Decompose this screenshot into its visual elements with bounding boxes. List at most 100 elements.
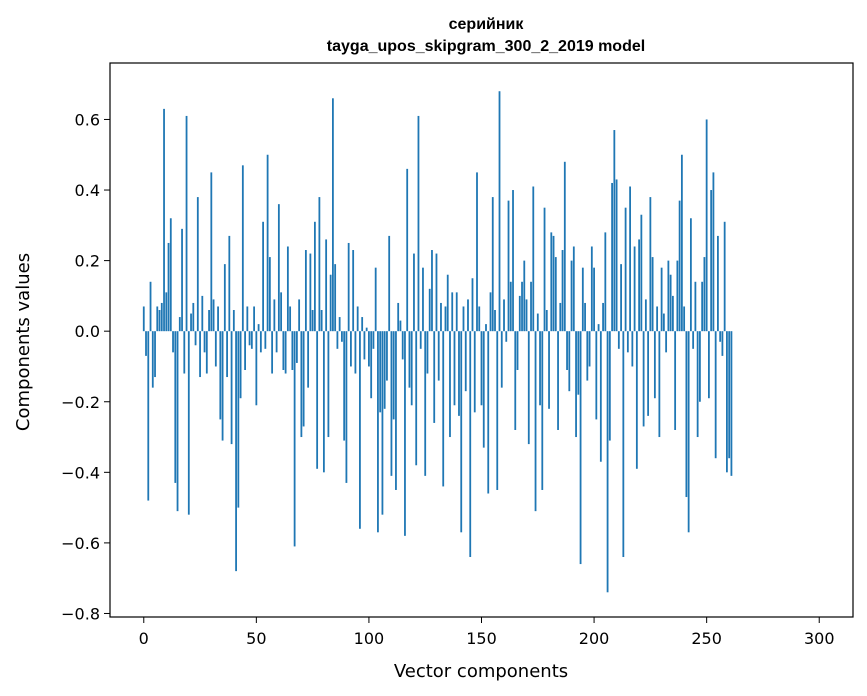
- bar-213: [622, 331, 625, 558]
- bar-100: [368, 331, 370, 367]
- bar-216: [629, 186, 631, 332]
- bar-61: [280, 292, 283, 332]
- bar-86: [336, 331, 339, 349]
- bar-90: [345, 331, 348, 483]
- bar-74: [309, 253, 312, 332]
- bar-119: [410, 331, 413, 406]
- bar-158: [498, 91, 501, 332]
- bar-185: [559, 302, 562, 332]
- chart-title-line2: tayga_upos_skipgram_300_2_2019 model: [327, 38, 645, 55]
- bar-102: [372, 331, 375, 349]
- bar-125: [424, 331, 427, 476]
- bar-159: [500, 331, 503, 388]
- bar-214: [624, 207, 627, 332]
- bar-167: [518, 295, 521, 332]
- bar-142: [462, 306, 465, 332]
- bar-223: [644, 299, 647, 332]
- y-axis-ticks: 0.6 0.4 0.2 0.0 −0.2 −0.4 −0.6 −0.8: [61, 110, 110, 623]
- bar-82: [327, 331, 330, 438]
- bar-49: [253, 306, 255, 332]
- bar-110: [390, 331, 393, 476]
- bar-208: [611, 182, 613, 332]
- y-tick-label-4: −0.2: [61, 393, 100, 412]
- bar-247: [699, 331, 701, 402]
- bar-122: [417, 115, 420, 332]
- bar-245: [694, 281, 697, 332]
- bar-109: [388, 235, 391, 332]
- x-axis-label: Vector components: [394, 661, 568, 682]
- bar-233: [667, 260, 670, 332]
- bar-218: [633, 246, 636, 332]
- bar-188: [566, 331, 568, 370]
- bar-212: [620, 264, 622, 332]
- bar-133: [442, 331, 445, 487]
- bar-221: [640, 214, 643, 332]
- bar-65: [289, 306, 292, 332]
- bar-97: [361, 317, 364, 332]
- bar-249: [703, 257, 706, 332]
- bar-190: [570, 260, 573, 332]
- bar-139: [455, 292, 458, 332]
- x-tick-label-250: 250: [691, 629, 722, 648]
- bar-57: [271, 331, 274, 374]
- bar-27: [203, 331, 206, 353]
- bar-166: [516, 331, 519, 370]
- bar-118: [408, 331, 411, 388]
- bar-88: [341, 331, 343, 342]
- bar-261: [730, 331, 733, 476]
- bar-176: [539, 331, 541, 406]
- bar-181: [550, 232, 553, 332]
- bar-217: [631, 331, 634, 367]
- bar-137: [451, 292, 454, 332]
- bar-243: [689, 218, 692, 332]
- bar-209: [613, 130, 616, 332]
- bar-253: [712, 172, 715, 332]
- bar-87: [338, 317, 341, 332]
- bar-5: [154, 331, 156, 378]
- bar-114: [399, 320, 402, 332]
- bar-174: [534, 331, 537, 512]
- bar-182: [552, 235, 555, 332]
- bar-76: [313, 221, 316, 332]
- bar-113: [397, 302, 400, 332]
- bar-154: [489, 292, 492, 332]
- bar-257: [721, 331, 724, 356]
- bar-138: [453, 331, 456, 406]
- bar-195: [581, 267, 584, 332]
- bar-222: [642, 331, 645, 427]
- bar-180: [548, 331, 550, 409]
- bar-130: [435, 253, 438, 332]
- bar-196: [584, 302, 586, 332]
- bar-101: [370, 331, 373, 399]
- bar-151: [482, 331, 485, 448]
- x-axis-ticks: 0 50 100 150 200 250 300: [139, 617, 835, 648]
- bar-59: [275, 331, 278, 353]
- bar-10: [165, 292, 168, 332]
- bar-241: [685, 331, 688, 498]
- bar-85: [334, 264, 337, 332]
- bar-78: [318, 197, 321, 332]
- bar-250: [705, 119, 708, 332]
- bar-115: [401, 331, 404, 360]
- bar-6: [156, 306, 159, 332]
- bar-55: [266, 154, 269, 332]
- bar-163: [509, 281, 512, 332]
- x-tick-label-300: 300: [804, 629, 835, 648]
- bar-201: [595, 331, 598, 420]
- bar-168: [521, 281, 523, 332]
- bar-232: [665, 331, 668, 353]
- bar-145: [469, 331, 472, 558]
- bar-19: [185, 115, 188, 332]
- bar-52: [259, 331, 262, 353]
- bar-128: [431, 250, 433, 332]
- bar-204: [602, 302, 604, 332]
- bar-84: [332, 98, 334, 332]
- bar-197: [586, 331, 589, 381]
- bar-156: [494, 310, 496, 332]
- y-tick-label-7: −0.8: [61, 604, 100, 623]
- bar-198: [588, 331, 591, 367]
- bar-91: [347, 242, 350, 332]
- bar-73: [307, 331, 310, 388]
- bar-229: [658, 331, 661, 438]
- bar-71: [302, 331, 305, 427]
